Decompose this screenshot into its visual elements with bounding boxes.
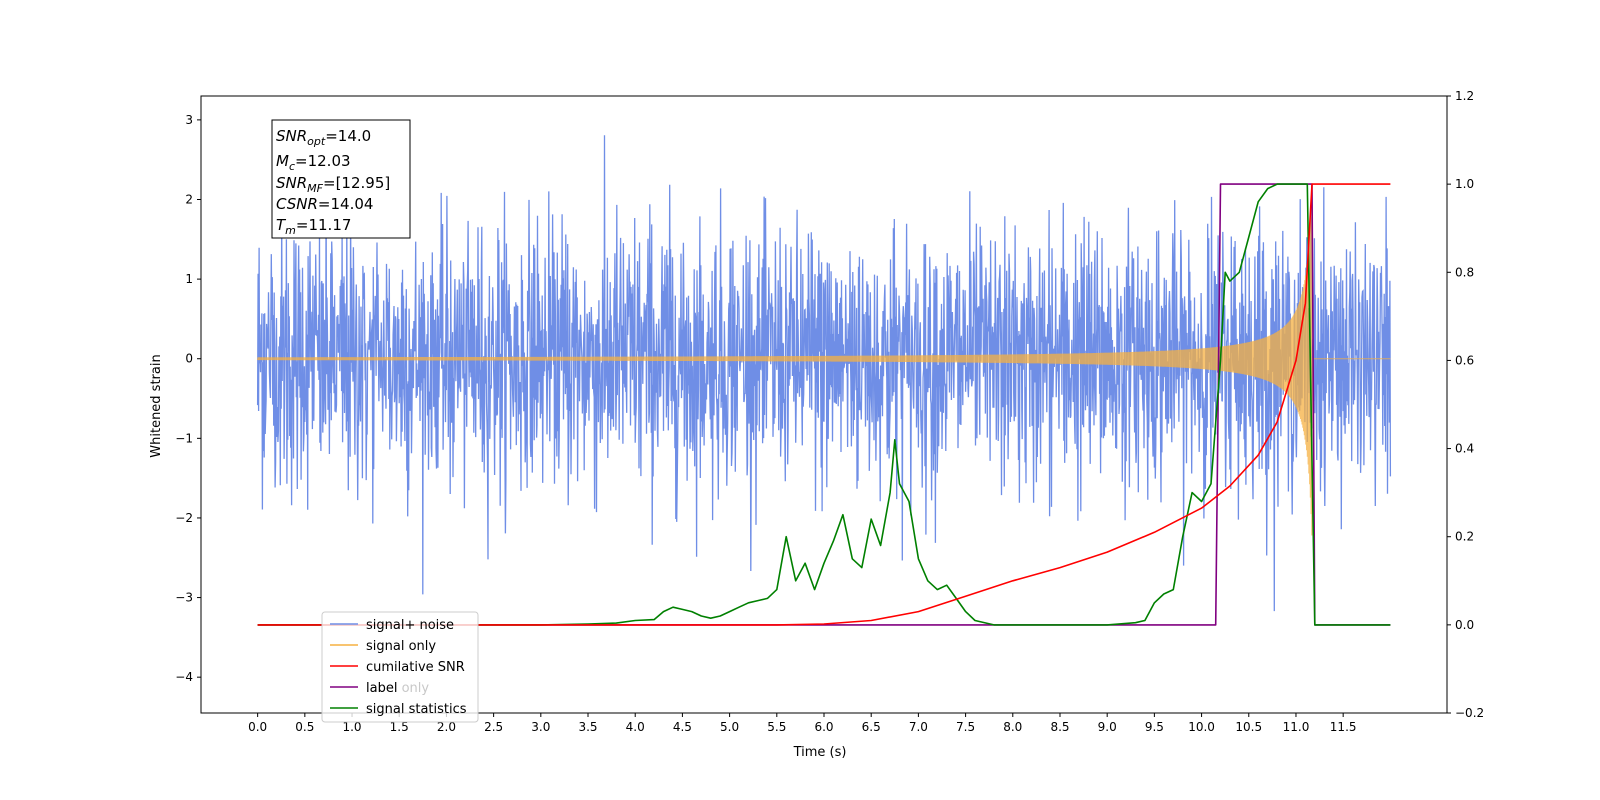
annotation-mc: Mc=12.03 xyxy=(276,152,351,173)
legend-label-label: label xyxy=(366,681,397,696)
x-tick-label: 5.5 xyxy=(767,720,786,734)
x-tick-label: 0.0 xyxy=(248,720,267,734)
y-tick-label: −2 xyxy=(175,511,193,525)
x-tick-label: 10.0 xyxy=(1188,720,1215,734)
legend-label-signal-only: signal only xyxy=(366,639,436,654)
right-axis-series-layer xyxy=(257,183,1391,626)
annotation-snr-mf: SNRMF=[12.95] xyxy=(276,174,390,195)
y2-tick-label: 1.2 xyxy=(1455,89,1474,103)
legend-entry-signal-only: signal only xyxy=(330,639,436,654)
x-tick-label: 1.0 xyxy=(342,720,361,734)
legend-label-label-only-ghost: label only xyxy=(366,681,429,696)
signal-only-series-layer xyxy=(257,193,1391,536)
x-tick-label: 0.5 xyxy=(295,720,314,734)
y2-tick-label: 0.6 xyxy=(1455,353,1474,367)
x-tick-label: 9.5 xyxy=(1145,720,1164,734)
x-tick-label: 9.0 xyxy=(1098,720,1117,734)
y2-tick-label: 0.0 xyxy=(1455,618,1474,632)
x-tick-label: 3.0 xyxy=(531,720,550,734)
legend-entry-signal-noise: signal+ noise xyxy=(330,618,454,633)
y-tick-label: −4 xyxy=(175,670,193,684)
x-axis-ticks: 0.0 0.5 1.0 1.5 2.0 2.5 3.0 3.5 4.0 4.5 5.0 5.5 6.0 6… xyxy=(248,713,1357,734)
legend-label-signal-noise: signal+ noise xyxy=(366,618,454,633)
y2-tick-label: −0.2 xyxy=(1455,706,1484,720)
y2-axis-ticks: −0.2 0.0 0.2 0.4 0.6 0.8 1.0 1.2 xyxy=(1447,89,1484,720)
x-tick-label: 3.5 xyxy=(578,720,597,734)
x-tick-label: 7.0 xyxy=(909,720,928,734)
y2-tick-label: 0.2 xyxy=(1455,530,1474,544)
series-cumulative-snr xyxy=(257,183,1391,626)
x-tick-label: 6.0 xyxy=(814,720,833,734)
x-tick-label: 8.5 xyxy=(1050,720,1069,734)
y-tick-label: 0 xyxy=(185,352,193,366)
series-signal-only xyxy=(257,193,1391,536)
x-tick-label: 11.5 xyxy=(1330,720,1357,734)
y2-tick-label: 0.4 xyxy=(1455,442,1474,456)
x-tick-label: 1.5 xyxy=(390,720,409,734)
y-axis-ticks: −4 −3 −2 −1 0 1 2 3 xyxy=(175,113,201,684)
y-tick-label: 2 xyxy=(185,192,193,206)
legend-entry-signal-statistics: signal statistics xyxy=(330,702,467,717)
legend-entry-label: label only label xyxy=(330,681,429,696)
annotation-snr-opt: SNRopt=14.0 xyxy=(276,127,371,148)
x-tick-label: 4.0 xyxy=(626,720,645,734)
x-tick-label: 7.5 xyxy=(956,720,975,734)
noise-series-layer xyxy=(256,135,1392,612)
annotation-csnr: CSNR=14.04 xyxy=(276,195,373,213)
y-tick-label: 1 xyxy=(185,272,193,286)
y-axis-label: Whitened strain xyxy=(149,354,164,457)
x-tick-label: 11.0 xyxy=(1283,720,1310,734)
x-tick-label: 4.5 xyxy=(673,720,692,734)
legend-entry-cumulative-snr: cumilative SNR xyxy=(330,660,465,675)
x-tick-label: 8.0 xyxy=(1003,720,1022,734)
series-signal-noise xyxy=(256,135,1392,612)
x-tick-label: 2.0 xyxy=(437,720,456,734)
x-tick-label: 10.5 xyxy=(1235,720,1262,734)
annotation-box: SNRopt=14.0 Mc=12.03 SNRMF=[12.95] CSNR=… xyxy=(271,119,411,239)
y2-tick-label: 1.0 xyxy=(1455,177,1474,191)
x-tick-label: 2.5 xyxy=(484,720,503,734)
y-tick-label: 3 xyxy=(185,113,193,127)
x-tick-label: 6.5 xyxy=(862,720,881,734)
legend-label-signal-statistics: signal statistics xyxy=(366,702,467,717)
x-axis-label: Time (s) xyxy=(793,745,847,760)
legend-label-cumulative-snr: cumilative SNR xyxy=(366,660,465,675)
y-tick-label: −1 xyxy=(175,431,193,445)
y2-tick-label: 0.8 xyxy=(1455,265,1474,279)
annotation-tm: Tm=11.17 xyxy=(276,216,351,237)
legend: signal+ noise signal only cumilative SNR… xyxy=(321,611,479,723)
y-tick-label: −3 xyxy=(175,591,193,605)
series-signal-statistics xyxy=(257,183,1391,626)
x-tick-label: 5.0 xyxy=(720,720,739,734)
